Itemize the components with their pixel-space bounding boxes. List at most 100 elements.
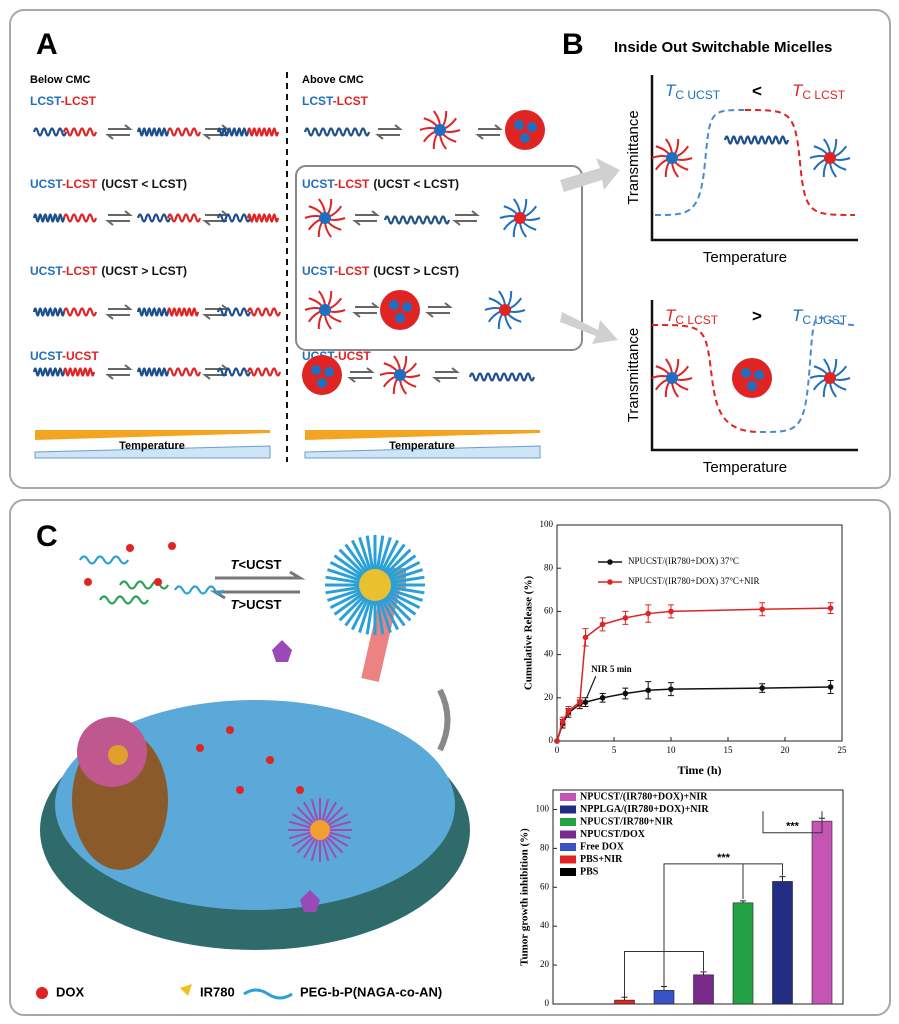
globule-core: [324, 367, 334, 377]
error-bar: [661, 985, 667, 991]
label-part: UCST: [302, 177, 335, 191]
polymer-chain: [32, 127, 68, 137]
row-label: UCST-LCST (UCST < LCST): [30, 177, 187, 191]
legend-swatch: [560, 830, 576, 839]
row-label: UCST-LCST (UCST > LCST): [302, 264, 459, 278]
legend-swatch: [560, 868, 576, 876]
micelle-core: [499, 304, 511, 316]
legend-swatch: [560, 793, 576, 801]
significance-label: ***: [786, 821, 800, 833]
equilibrium-arrow: [202, 124, 230, 140]
condition-rest: <UCST: [238, 557, 281, 572]
x-axis-label: Temperature: [703, 249, 787, 266]
point: [827, 684, 834, 690]
transition-label: TC LCST: [665, 306, 719, 327]
label-part: -LCST: [62, 264, 98, 278]
subscript: C UCST: [675, 88, 720, 102]
highlight-box: [295, 165, 583, 351]
point: [759, 606, 765, 613]
micelle-core: [434, 124, 446, 136]
polymer-chain: [246, 307, 282, 317]
label-part: UCST: [30, 177, 63, 191]
label-part: -UCST: [334, 349, 371, 363]
globule: [302, 355, 342, 395]
point: [565, 707, 572, 714]
label-note: (UCST > LCST): [101, 264, 187, 278]
bar: [772, 881, 793, 1005]
transition-label: TC UCST: [665, 81, 721, 102]
equilibrium-arrow: [452, 210, 480, 226]
row-label: UCST-LCST (UCST < LCST): [302, 177, 459, 191]
polymer-chain: [166, 213, 202, 223]
point: [827, 605, 834, 611]
x-tick-label: 10: [667, 745, 677, 755]
y-tick-label: 20: [540, 959, 550, 969]
equilibrium-arrow: [432, 367, 460, 383]
point: [577, 699, 583, 705]
curve: [654, 109, 746, 216]
panel-label: A: [36, 28, 58, 61]
label-part: -LCST: [334, 177, 370, 191]
x-tick-label: 15: [724, 745, 734, 755]
polymer-chain: [62, 127, 98, 137]
micelle-core: [666, 152, 678, 164]
equilibrium-arrow: [375, 124, 403, 140]
polymer-chain: [383, 215, 451, 225]
legend-label: NPUCST/IR780+NIR: [580, 816, 674, 827]
globule-core: [747, 381, 757, 391]
legend-marker: [607, 559, 613, 565]
operator: >: [752, 306, 762, 325]
legend-swatch: [560, 843, 576, 851]
x-tick-label: 0: [555, 745, 560, 755]
micelle-core: [824, 152, 836, 164]
y-tick-label: 60: [540, 881, 550, 891]
temperature-wedge: [305, 430, 540, 440]
polymer-chain: [136, 127, 170, 137]
curve: [744, 109, 856, 216]
legend-swatch: [560, 818, 576, 826]
arrow: [437, 688, 451, 752]
x-tick-label: 5: [612, 745, 617, 755]
micelle-core: [319, 212, 331, 224]
point: [559, 718, 566, 725]
polymer-chain: [303, 127, 371, 137]
label-part: -LCST: [61, 94, 97, 108]
globule-core: [754, 370, 764, 380]
legend-swatch: [560, 855, 576, 864]
equilibrium-arrow: [425, 302, 453, 318]
y-tick-label: 100: [540, 519, 554, 529]
label-part: UCST: [30, 264, 63, 278]
legend-label: IR780: [200, 984, 235, 999]
legend-marker: [243, 988, 293, 1000]
globule-core: [311, 365, 321, 375]
dox: [154, 578, 162, 586]
polymer-chain: [32, 367, 66, 377]
label-part: -LCST: [62, 177, 98, 191]
polymer-chain: [62, 213, 98, 223]
panel-label: B: [562, 28, 584, 61]
micelle-core: [824, 372, 836, 384]
subscript: C LCST: [675, 313, 718, 327]
y-tick-label: 80: [544, 562, 554, 572]
globule-core: [389, 300, 399, 310]
symbol: T: [792, 306, 804, 325]
point: [622, 690, 629, 697]
polymer-chain: [166, 367, 202, 377]
dox: [84, 578, 92, 586]
plot-frame: [556, 524, 843, 742]
arrow: [560, 158, 620, 192]
dox: [296, 786, 304, 794]
polymer-chain: [723, 135, 790, 145]
subscript: C UCST: [802, 313, 847, 327]
polymer-chain: [166, 307, 200, 317]
symbol: T: [665, 81, 677, 100]
polymer-chain: [62, 367, 96, 377]
dox: [196, 744, 204, 752]
temperature-label: Temperature: [389, 440, 455, 452]
globule-core: [527, 122, 537, 132]
point: [582, 634, 589, 641]
polymer-chain: [216, 213, 252, 223]
micelle-core: [359, 569, 391, 601]
y-axis-label: Transmittance: [625, 110, 642, 204]
temperature-wedge: [304, 445, 541, 459]
